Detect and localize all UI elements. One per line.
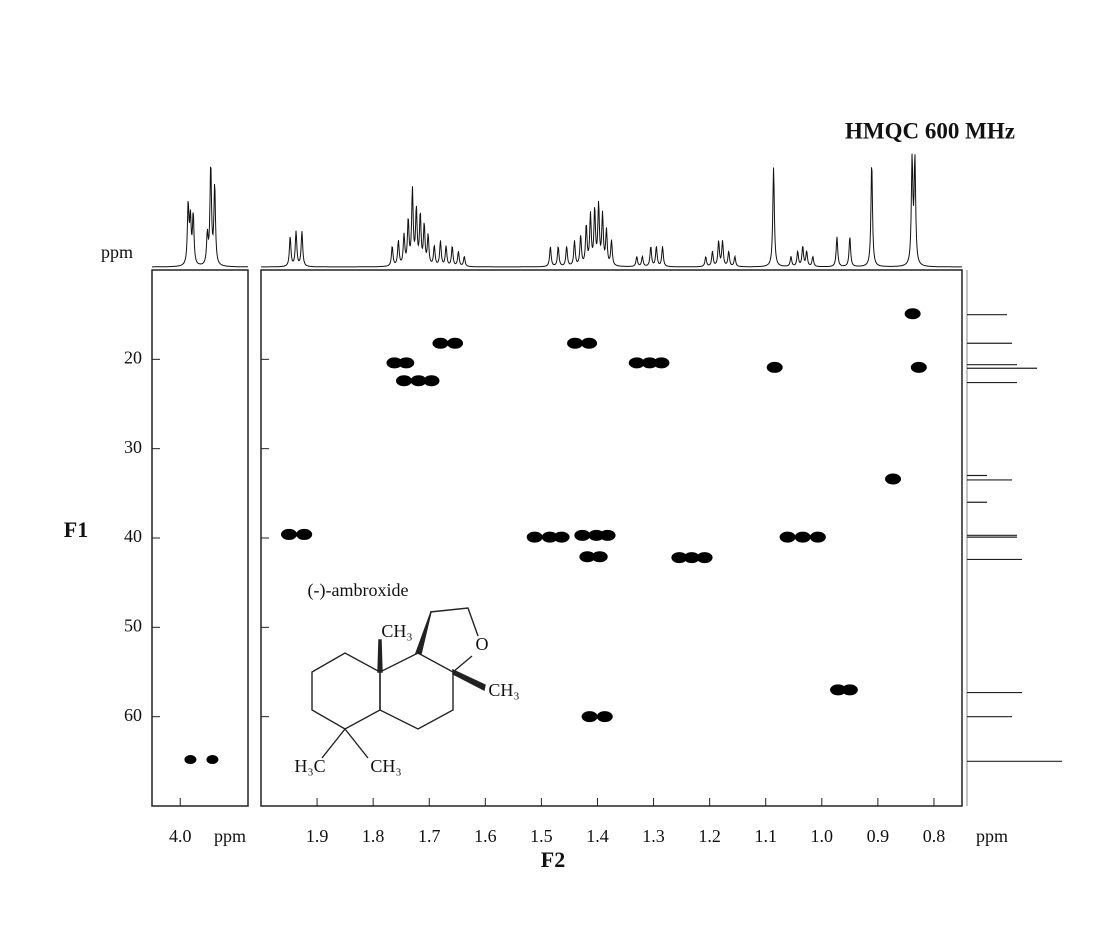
cross-peak	[596, 711, 613, 723]
cross-peak	[541, 531, 558, 543]
cross-peak	[206, 755, 219, 765]
cross-peak	[410, 375, 427, 387]
cross-peak	[830, 684, 847, 696]
cross-peak	[794, 531, 811, 543]
wedge	[452, 668, 486, 692]
cross-peak	[581, 337, 598, 349]
wedge	[415, 611, 432, 655]
structure	[311, 607, 486, 759]
y-tick-label: 40	[124, 526, 142, 546]
cross-peak	[184, 755, 197, 765]
cross-peak	[766, 361, 783, 373]
compound-label: (-)-ambroxide	[308, 580, 409, 601]
cross-peak	[671, 552, 688, 564]
structure-label: H₃C	[294, 756, 325, 776]
y-tick-label: 60	[124, 705, 142, 725]
structure-label: CH₃	[370, 756, 401, 776]
left-panel-frame	[151, 269, 249, 807]
x-axis-label: F2	[541, 847, 565, 872]
cross-peak	[885, 473, 902, 485]
cross-peak	[904, 308, 921, 320]
y-tick-label: 30	[124, 437, 142, 457]
cross-peak	[591, 551, 608, 563]
x-tick-label: 1.2	[698, 826, 721, 846]
x-tick-label: 1.9	[306, 826, 329, 846]
cross-peak	[432, 337, 449, 349]
x-tick-label: 0.9	[867, 826, 890, 846]
structure-label: CH₃	[488, 680, 519, 700]
x-tick-label: 1.6	[474, 826, 497, 846]
cross-peak	[628, 357, 645, 369]
x-tick-label: 1.7	[418, 826, 441, 846]
top-unit-label: ppm	[101, 242, 133, 262]
f2-projection	[152, 166, 248, 268]
cross-peak	[396, 375, 413, 387]
x-tick-label: 0.8	[923, 826, 946, 846]
cross-peak	[423, 375, 440, 387]
x-tick-label: 1.1	[754, 826, 777, 846]
x-tick-label: 1.5	[530, 826, 553, 846]
x-tick-label: 1.0	[811, 826, 834, 846]
y-tick-label: 50	[124, 615, 142, 635]
cross-peak	[386, 357, 403, 369]
cross-peak	[447, 337, 464, 349]
bond	[452, 655, 473, 673]
bond	[321, 728, 346, 759]
x-tick-label: 1.4	[586, 826, 609, 846]
cross-peak	[683, 552, 700, 564]
cross-peak	[579, 551, 596, 563]
bond	[344, 728, 369, 759]
x-tick-label: 4.0	[169, 826, 192, 846]
cross-peak	[398, 357, 415, 369]
cross-peak	[296, 528, 313, 540]
y-axis-label: F1	[64, 517, 88, 542]
cross-peak	[281, 528, 298, 540]
ring-a	[311, 652, 381, 730]
ring-b	[379, 652, 454, 730]
x-unit-label: ppm	[976, 826, 1008, 846]
cross-peak	[599, 529, 616, 541]
cross-peak	[696, 552, 713, 564]
ring-c	[429, 607, 479, 637]
y-tick-label: 20	[124, 347, 142, 367]
chart-title: HMQC 600 MHz	[845, 118, 1015, 143]
cross-peak	[653, 357, 670, 369]
cross-peak	[779, 531, 796, 543]
cross-peak	[641, 357, 658, 369]
cross-peak	[910, 361, 927, 373]
cross-peak	[809, 531, 826, 543]
structure-label: O	[476, 634, 489, 654]
left-unit-label: ppm	[214, 826, 246, 846]
cross-peak	[588, 529, 605, 541]
cross-peak	[567, 337, 584, 349]
x-tick-label: 1.3	[642, 826, 665, 846]
wedge	[377, 639, 383, 673]
cross-peak	[841, 684, 858, 696]
x-tick-label: 1.8	[362, 826, 385, 846]
cross-peak	[553, 531, 570, 543]
structure-label: CH₃	[381, 621, 412, 641]
f2-projection	[261, 153, 962, 268]
cross-peak	[581, 711, 598, 723]
cross-peak	[526, 531, 543, 543]
cross-peak	[574, 529, 591, 541]
